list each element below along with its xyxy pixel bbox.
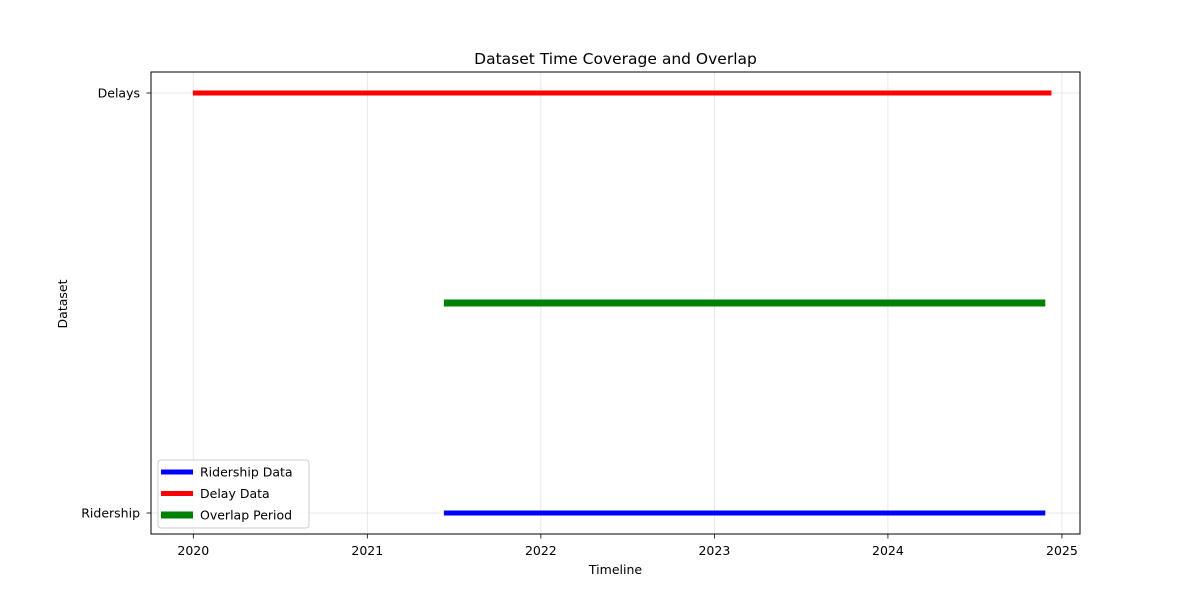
y-tick-label: Delays xyxy=(98,86,140,101)
chart-title: Dataset Time Coverage and Overlap xyxy=(474,50,757,68)
x-tick-label: 2020 xyxy=(177,543,209,558)
y-tick-label: Ridership xyxy=(81,506,140,521)
legend-label-delay-data: Delay Data xyxy=(200,486,270,501)
series-lines xyxy=(192,90,1052,516)
y-axis-label: Dataset xyxy=(55,279,70,328)
legend-box xyxy=(157,459,310,529)
x-tick-label: 2025 xyxy=(1046,543,1078,558)
plot-frame xyxy=(150,71,1081,535)
x-tick-label: 2024 xyxy=(872,543,904,558)
x-tick-label: 2022 xyxy=(525,543,557,558)
legend-label-overlap-period: Overlap Period xyxy=(200,508,292,523)
x-axis-label: Timeline xyxy=(588,562,642,577)
x-tick-label: 2021 xyxy=(351,543,383,558)
x-tick-label: 2023 xyxy=(698,543,730,558)
legend-label-ridership-data: Ridership Data xyxy=(200,465,293,480)
legend: Ridership Data Delay Data Overlap Period xyxy=(157,459,310,529)
axis-ticks: 2020 2021 2022 2023 2024 2025 Ridership Delays xyxy=(81,86,1078,559)
